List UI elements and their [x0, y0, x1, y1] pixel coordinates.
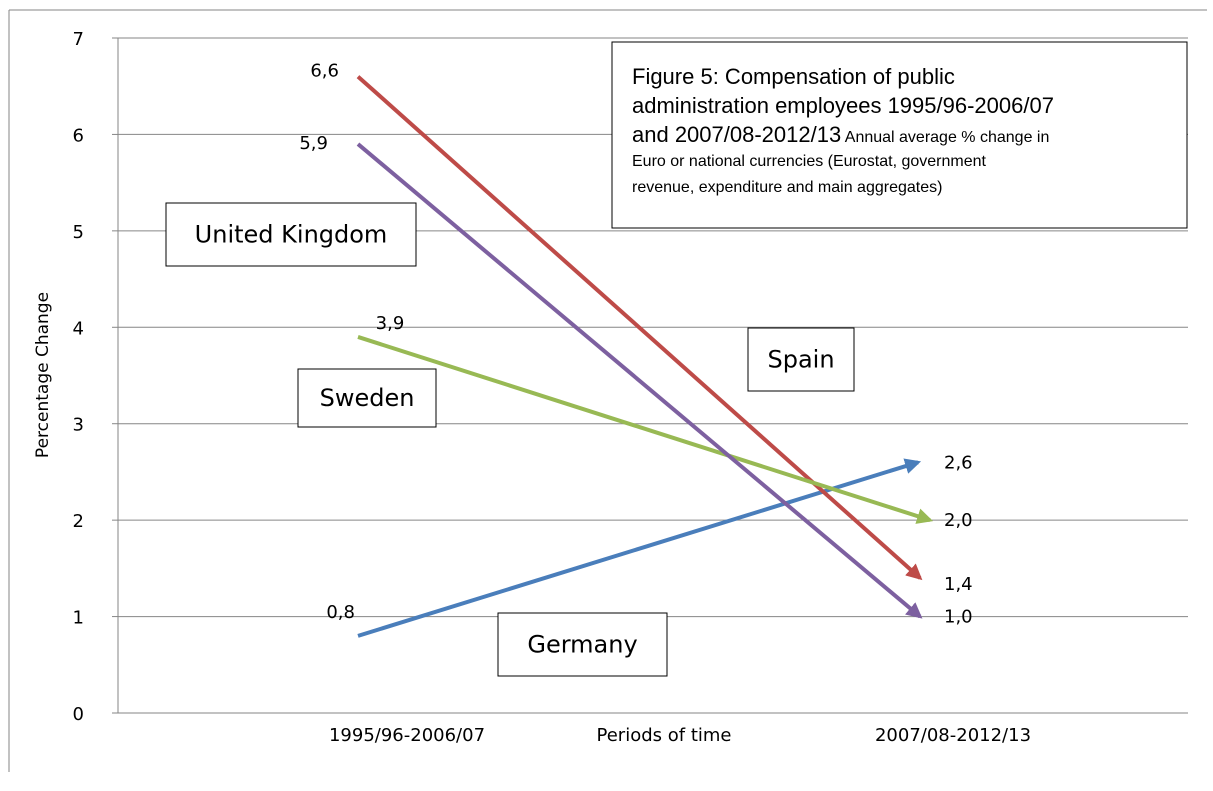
title-line: Euro or national currencies (Eurostat, g… [632, 153, 987, 170]
chart-title: Figure 5: Compensation of public administ… [632, 64, 1054, 196]
x-tick-label: 1995/96-2006/07 [329, 725, 485, 746]
data-label: 6,6 [310, 61, 339, 82]
series-lines [356, 75, 934, 638]
series-callout-box [497, 612, 668, 677]
y-tick-label: 1 [73, 608, 84, 629]
y-axis-label: Percentage Change [33, 292, 53, 458]
y-tick-labels: 0 1 2 3 4 5 6 7 [73, 29, 84, 725]
y-tick-label: 0 [73, 704, 84, 725]
y-tick-label: 6 [73, 125, 84, 146]
x-tick-label: 2007/08-2012/13 [875, 725, 1031, 746]
title-line: revenue, expenditure and main aggregates… [632, 179, 942, 196]
series-callouts: Germany Spain Sweden United Kingdom [165, 202, 855, 677]
series-line-sweden [357, 335, 934, 524]
y-tick-label: 4 [73, 318, 84, 339]
series-callout-box [747, 327, 855, 392]
series-callout-label: United Kingdom [195, 221, 388, 249]
x-axis-label: Periods of time [597, 725, 732, 746]
y-tick-label: 5 [73, 222, 84, 243]
series-callout-label: Germany [527, 631, 637, 659]
series-callout-label: Sweden [320, 384, 415, 412]
title-line: administration employees 1995/96-2006/07 [632, 93, 1054, 118]
data-label: 0,8 [326, 602, 355, 623]
y-tick-label: 3 [73, 415, 84, 436]
series-line-spain [356, 75, 923, 581]
title-line: Figure 5: Compensation of public [632, 64, 955, 89]
data-labels: 0,8 2,6 6,6 1,4 3,9 2,0 5,9 1,0 [299, 61, 972, 628]
series-line-united-kingdom [356, 142, 923, 619]
series-callout-box [297, 368, 437, 428]
title-main-text: Figure 5: Compensation of public [632, 64, 955, 89]
data-label: 2,0 [944, 510, 973, 531]
title-sub-text: Euro or national currencies (Eurostat, g… [632, 153, 987, 170]
data-label: 1,0 [944, 607, 973, 628]
data-label: 1,4 [944, 574, 973, 595]
title-box: Figure 5: Compensation of public administ… [611, 41, 1188, 229]
y-tick-label: 2 [73, 511, 84, 532]
title-sub-text: revenue, expenditure and main aggregates… [632, 179, 942, 196]
title-line: and 2007/08-2012/13 Annual average % cha… [632, 122, 1049, 147]
data-label: 5,9 [299, 133, 328, 154]
data-label: 3,9 [376, 313, 405, 334]
series-callout-box [165, 202, 417, 267]
title-main-text: administration employees 1995/96-2006/07 [632, 93, 1054, 118]
title-sub-text: Annual average % change in [841, 129, 1049, 146]
y-tick-label: 7 [73, 29, 84, 50]
data-label: 2,6 [944, 452, 973, 473]
series-callout-label: Spain [767, 346, 834, 374]
title-main-text: and 2007/08-2012/13 [632, 122, 841, 147]
x-tick-labels: 1995/96-2006/07 2007/08-2012/13 [329, 725, 1031, 746]
axes [117, 38, 1188, 714]
